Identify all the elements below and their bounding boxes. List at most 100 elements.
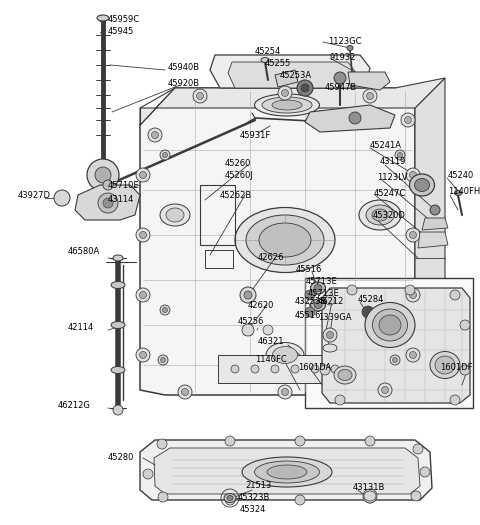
Text: 46580A: 46580A xyxy=(68,247,100,257)
Ellipse shape xyxy=(113,255,123,261)
Circle shape xyxy=(413,444,423,454)
Polygon shape xyxy=(322,288,470,403)
Ellipse shape xyxy=(111,281,125,289)
Circle shape xyxy=(87,159,119,191)
Polygon shape xyxy=(140,440,432,500)
Ellipse shape xyxy=(259,223,311,257)
Circle shape xyxy=(295,436,305,446)
Polygon shape xyxy=(422,218,448,230)
Ellipse shape xyxy=(261,58,269,62)
Text: 45255: 45255 xyxy=(265,59,291,68)
Text: 45323B: 45323B xyxy=(238,494,270,502)
Circle shape xyxy=(395,150,405,160)
Text: 42626: 42626 xyxy=(258,254,285,262)
Ellipse shape xyxy=(338,370,352,381)
Circle shape xyxy=(148,128,162,142)
Circle shape xyxy=(178,385,192,399)
Ellipse shape xyxy=(235,207,335,272)
Circle shape xyxy=(393,358,397,362)
Circle shape xyxy=(395,305,405,315)
Text: 45260J: 45260J xyxy=(225,171,254,180)
Circle shape xyxy=(367,92,373,100)
Ellipse shape xyxy=(254,94,320,116)
Text: 45254: 45254 xyxy=(255,47,281,57)
Ellipse shape xyxy=(323,344,337,352)
Circle shape xyxy=(406,168,420,182)
Text: 1123GC: 1123GC xyxy=(328,37,361,47)
Circle shape xyxy=(196,92,204,100)
Ellipse shape xyxy=(111,321,125,329)
Ellipse shape xyxy=(97,15,109,21)
Polygon shape xyxy=(228,62,356,88)
Ellipse shape xyxy=(314,285,322,291)
Circle shape xyxy=(281,89,288,97)
Circle shape xyxy=(295,495,305,505)
Circle shape xyxy=(301,84,309,92)
Circle shape xyxy=(160,150,170,160)
Text: 45516: 45516 xyxy=(296,266,323,275)
Polygon shape xyxy=(275,70,298,87)
Text: 43927D: 43927D xyxy=(18,192,51,201)
Circle shape xyxy=(160,358,166,362)
Circle shape xyxy=(405,285,415,295)
Polygon shape xyxy=(154,448,420,494)
Polygon shape xyxy=(140,78,445,125)
Circle shape xyxy=(278,86,292,100)
Text: 46212G: 46212G xyxy=(58,401,91,410)
Circle shape xyxy=(297,80,313,96)
Text: 45262B: 45262B xyxy=(220,191,252,200)
Ellipse shape xyxy=(262,97,312,113)
Polygon shape xyxy=(415,78,445,370)
Text: 43119: 43119 xyxy=(380,158,407,166)
Circle shape xyxy=(430,205,440,215)
Bar xyxy=(205,250,233,268)
Circle shape xyxy=(406,288,420,302)
Circle shape xyxy=(244,291,252,299)
Text: 45959C: 45959C xyxy=(108,16,140,25)
Text: 45920B: 45920B xyxy=(168,79,200,89)
Text: 43253B: 43253B xyxy=(295,298,327,307)
Circle shape xyxy=(98,193,118,213)
Text: 45241A: 45241A xyxy=(370,142,402,151)
Circle shape xyxy=(143,469,153,479)
Text: 43114: 43114 xyxy=(108,195,134,205)
Circle shape xyxy=(409,232,417,238)
Ellipse shape xyxy=(372,209,388,221)
Polygon shape xyxy=(348,72,390,90)
Circle shape xyxy=(231,365,239,373)
Ellipse shape xyxy=(347,46,353,50)
Circle shape xyxy=(281,388,288,395)
Text: 1339GA: 1339GA xyxy=(318,313,351,322)
Circle shape xyxy=(242,324,254,336)
Circle shape xyxy=(450,395,460,405)
Circle shape xyxy=(136,228,150,242)
Circle shape xyxy=(326,331,334,339)
Ellipse shape xyxy=(409,174,434,196)
Circle shape xyxy=(251,365,259,373)
Ellipse shape xyxy=(96,197,110,203)
Circle shape xyxy=(460,320,470,330)
Polygon shape xyxy=(210,55,370,88)
Circle shape xyxy=(405,117,411,123)
Circle shape xyxy=(163,152,168,158)
Circle shape xyxy=(225,436,235,446)
Bar xyxy=(305,278,473,408)
Circle shape xyxy=(420,467,430,477)
Circle shape xyxy=(323,328,337,342)
Ellipse shape xyxy=(267,465,307,479)
Circle shape xyxy=(334,72,346,84)
Circle shape xyxy=(401,113,415,127)
Circle shape xyxy=(263,325,273,335)
Text: 46212: 46212 xyxy=(318,298,344,307)
Circle shape xyxy=(113,405,123,415)
Ellipse shape xyxy=(334,366,356,384)
Ellipse shape xyxy=(379,315,401,335)
Circle shape xyxy=(160,305,170,315)
Circle shape xyxy=(158,492,168,502)
Circle shape xyxy=(140,352,146,359)
Circle shape xyxy=(397,308,403,312)
Bar xyxy=(200,185,235,245)
Circle shape xyxy=(54,190,70,206)
Text: 91932: 91932 xyxy=(330,54,356,62)
Text: 45516: 45516 xyxy=(295,310,322,320)
